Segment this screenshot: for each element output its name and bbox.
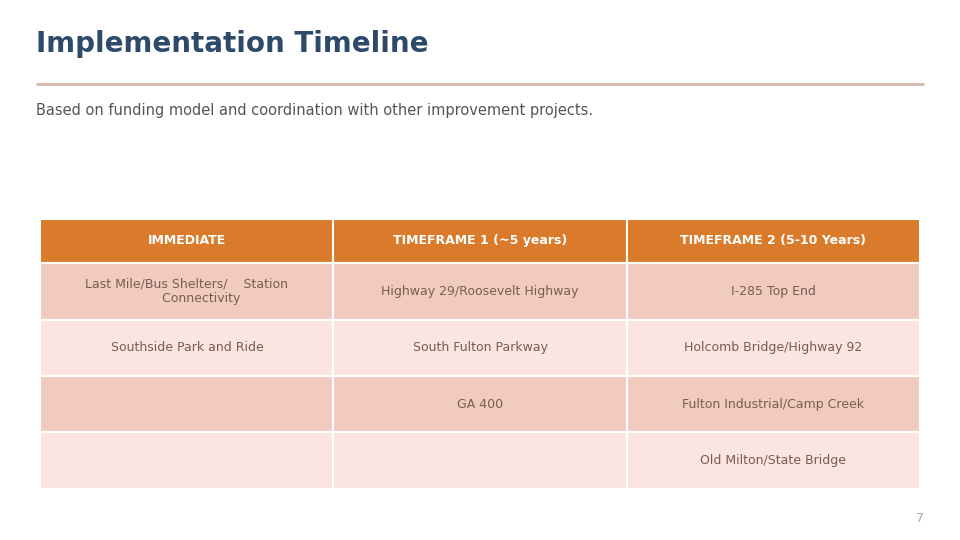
Bar (627, 376, 920, 433)
Bar (627, 433, 920, 489)
Text: TIMEFRAME 1 (~5 years): TIMEFRAME 1 (~5 years) (393, 234, 567, 247)
Text: South Fulton Parkway: South Fulton Parkway (413, 341, 547, 354)
Bar (627, 320, 920, 376)
Text: IMMEDIATE: IMMEDIATE (148, 234, 226, 247)
Bar (40, 320, 333, 376)
Text: Fulton Industrial/Camp Creek: Fulton Industrial/Camp Creek (683, 397, 864, 410)
Text: Southside Park and Ride: Southside Park and Ride (110, 341, 263, 354)
Bar (40, 219, 333, 263)
Text: Based on funding model and coordination with other improvement projects.: Based on funding model and coordination … (36, 103, 593, 118)
Text: Last Mile/Bus Shelters/    Station
       Connectivity: Last Mile/Bus Shelters/ Station Connecti… (85, 278, 288, 306)
Bar (333, 433, 627, 489)
Text: Highway 29/Roosevelt Highway: Highway 29/Roosevelt Highway (381, 285, 579, 298)
Bar (333, 376, 627, 433)
Text: GA 400: GA 400 (457, 397, 503, 410)
Text: TIMEFRAME 2 (5-10 Years): TIMEFRAME 2 (5-10 Years) (680, 234, 866, 247)
Bar (40, 376, 333, 433)
Bar (40, 433, 333, 489)
Bar (333, 320, 627, 376)
Text: Holcomb Bridge/Highway 92: Holcomb Bridge/Highway 92 (684, 341, 862, 354)
Bar (333, 263, 627, 320)
Text: Old Milton/State Bridge: Old Milton/State Bridge (700, 454, 846, 467)
Bar (627, 263, 920, 320)
Bar (333, 219, 627, 263)
Bar (40, 263, 333, 320)
Text: Implementation Timeline: Implementation Timeline (36, 30, 429, 58)
Bar (627, 219, 920, 263)
Text: 7: 7 (916, 512, 924, 525)
Text: I-285 Top End: I-285 Top End (731, 285, 816, 298)
